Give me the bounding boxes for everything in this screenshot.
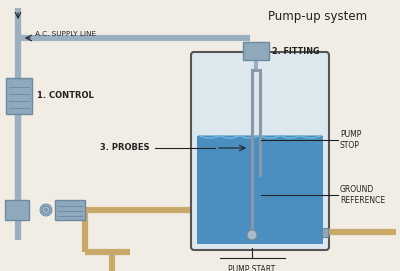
FancyBboxPatch shape — [243, 42, 269, 60]
Text: PUMP
STOP: PUMP STOP — [340, 130, 361, 150]
Circle shape — [44, 208, 48, 211]
Bar — [197, 136, 323, 244]
FancyBboxPatch shape — [191, 52, 329, 250]
Circle shape — [42, 207, 50, 214]
Circle shape — [247, 230, 257, 240]
FancyBboxPatch shape — [55, 200, 85, 220]
FancyBboxPatch shape — [5, 200, 29, 220]
Text: 2. FITTING: 2. FITTING — [272, 47, 320, 56]
Text: 1. CONTROL: 1. CONTROL — [37, 92, 94, 101]
Text: 3. PROBES: 3. PROBES — [100, 144, 150, 153]
Text: A.C. SUPPLY LINE: A.C. SUPPLY LINE — [35, 31, 96, 37]
FancyBboxPatch shape — [6, 78, 32, 114]
Circle shape — [40, 204, 52, 216]
Text: Pump-up system: Pump-up system — [268, 10, 368, 23]
Text: GROUND
REFERENCE: GROUND REFERENCE — [340, 185, 385, 205]
Text: PUMP START: PUMP START — [228, 265, 276, 271]
FancyBboxPatch shape — [322, 228, 328, 237]
